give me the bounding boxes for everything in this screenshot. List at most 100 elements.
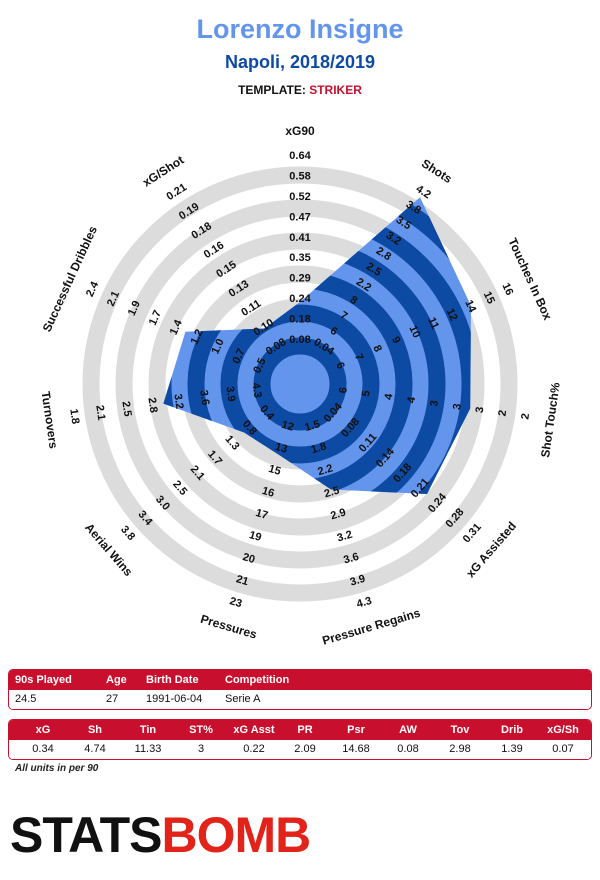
radar-tick-label: 3.2 [336,529,354,545]
stat-header-pr: PR [297,724,313,736]
radar-tick-label: 13 [274,441,289,456]
radar-tick-label: 12 [444,307,460,323]
radar-tick-label: 3.9 [349,573,367,589]
radar-ring [82,166,518,602]
units-footnote: All units in per 90 [15,763,99,774]
stat-header-aw: AW [399,724,417,736]
stat-value-xg-asst: 0.22 [243,743,265,755]
stat-header-xg-asst: xG Asst [233,724,275,736]
stats-table-row: 0.34 4.74 11.33 3 0.22 2.09 14.68 0.08 2… [9,740,591,759]
radar-tick-label: 7 [352,352,365,363]
info-header-competition: Competition [225,674,290,686]
radar-tick-label: 0.5 [251,356,268,375]
info-header-birth-date: Birth Date [146,674,199,686]
radar-tick-label: 0.41 [289,232,310,244]
radar-tick-label: 6 [328,325,340,338]
radar-tick-label: 2.5 [119,401,133,418]
player-name: Lorenzo Insigne [196,14,404,44]
radar-tick-label: 3.2 [171,393,185,410]
radar-tick-label: 2.1 [105,289,122,308]
radar-tick-label: 21 [235,573,250,588]
radar-tick-label: 11 [425,316,441,332]
radar-tick-label: 2.1 [93,404,107,421]
radar-tick-label: 9 [389,335,402,346]
radar-tick-label: 3.6 [197,389,211,406]
stats-table: xG Sh Tin ST% xG Asst PR Psr AW Tov Drib… [8,719,592,760]
radar-tick-label: 8 [370,343,383,354]
radar-tick-label: 10 [406,324,422,340]
radar-tick-label: 14 [462,298,478,315]
radar-axis-label: Shots [419,156,455,186]
radar-tick-label: 0.52 [289,191,310,203]
radar-axis-label: Turnovers [39,390,61,450]
radar-tick-label: 0.18 [289,314,310,326]
radar-tick-label: 16 [499,281,515,297]
radar-tick-label: 4.2 [414,183,433,201]
radar-tick-label: 8 [348,294,360,307]
radar-tick-label: 1.7 [147,309,164,328]
info-table-row: 24.5 27 1991-06-04 Serie A [9,690,591,709]
stat-header-tov: Tov [450,724,470,736]
radar-tick-label: 2.5 [323,484,341,500]
radar-tick-label: 2.9 [329,507,347,523]
radar-tick-label: 16 [261,485,276,500]
radar-tick-label: 2 [497,409,510,417]
radar-tick-label: 4.3 [355,595,373,611]
radar-axis-label: Successful Dribbles [40,224,100,334]
stat-header-st: ST% [189,724,213,736]
stats-table-header: xG Sh Tin ST% xG Asst PR Psr AW Tov Drib… [9,720,591,740]
radar-tick-label: 4 [405,395,418,404]
info-value-age: 27 [106,693,119,705]
radar-tick-label: 2 [519,413,532,421]
radar-tick-label: 5 [360,390,373,398]
stat-header-sh: Sh [87,724,103,736]
radar-axis-label: Shot Touch% [538,381,563,458]
radar-tick-label: 1.2 [189,328,206,347]
radar-tick-label: 0.7 [230,347,247,366]
radar-tick-label: 4.3 [249,382,263,399]
radar-tick-label: 3.9 [223,386,237,403]
stat-value-tin: 11.33 [134,743,162,755]
radar-dark-band [220,304,380,464]
stat-value-pr: 2.09 [294,743,316,755]
radar-tick-label: 1.9 [126,299,143,318]
radar-tick-label: 0.64 [289,150,311,162]
stat-value-xg-sh: 0.07 [552,743,574,755]
radar-tick-label: 6 [333,360,346,371]
info-header-90s: 90s Played [15,674,72,686]
info-table-header: 90s Played Age Birth Date Competition [9,670,591,690]
radar-axis-label: Pressures [199,612,259,642]
team-season: Napoli, 2018/2019 [224,52,376,72]
stat-header-psr: Psr [347,724,365,736]
radar-dark-band [253,337,347,431]
stat-header-tin: Tin [139,724,157,736]
radar-tick-label: 3 [428,399,441,407]
statsbomb-logo: STATSBOMB [10,807,311,863]
radar-tick-label: 19 [248,529,263,544]
info-header-age: Age [106,674,127,686]
logo-part-stats: STATS [10,807,162,863]
info-value-competition: Serie A [225,693,261,705]
radar-chart: 0.080.180.240.290.350.410.470.520.580.64… [39,124,563,648]
radar-center [278,362,322,406]
radar-tick-label: 1.8 [310,440,328,456]
stat-value-psr: 14.68 [342,743,370,755]
radar-tick-label: 3.6 [342,551,360,567]
template-line: TEMPLATE: STRIKER [0,83,600,97]
radar-tick-label: 7 [338,309,350,322]
radar-tick-label: 1.0 [209,337,226,356]
stat-header-drib: Drib [501,724,523,736]
radar-tick-label: 3 [474,406,487,414]
radar-axis-label: Pressure Regains [321,606,423,648]
radar-tick-label: 12 [280,419,295,434]
radar-tick-label: 6 [337,386,350,394]
info-table: 90s Played Age Birth Date Competition 24… [8,669,592,710]
radar-axis-label: Touches In Box [505,236,555,323]
radar-tick-label: 0.29 [289,273,310,285]
template-value: STRIKER [309,83,362,97]
stat-header-xg: xG [35,724,51,736]
radar-tick-label: 23 [228,595,243,610]
info-value-birth-date: 1991-06-04 [146,693,203,705]
template-label: TEMPLATE: [238,83,306,97]
info-value-90s: 24.5 [15,693,37,705]
